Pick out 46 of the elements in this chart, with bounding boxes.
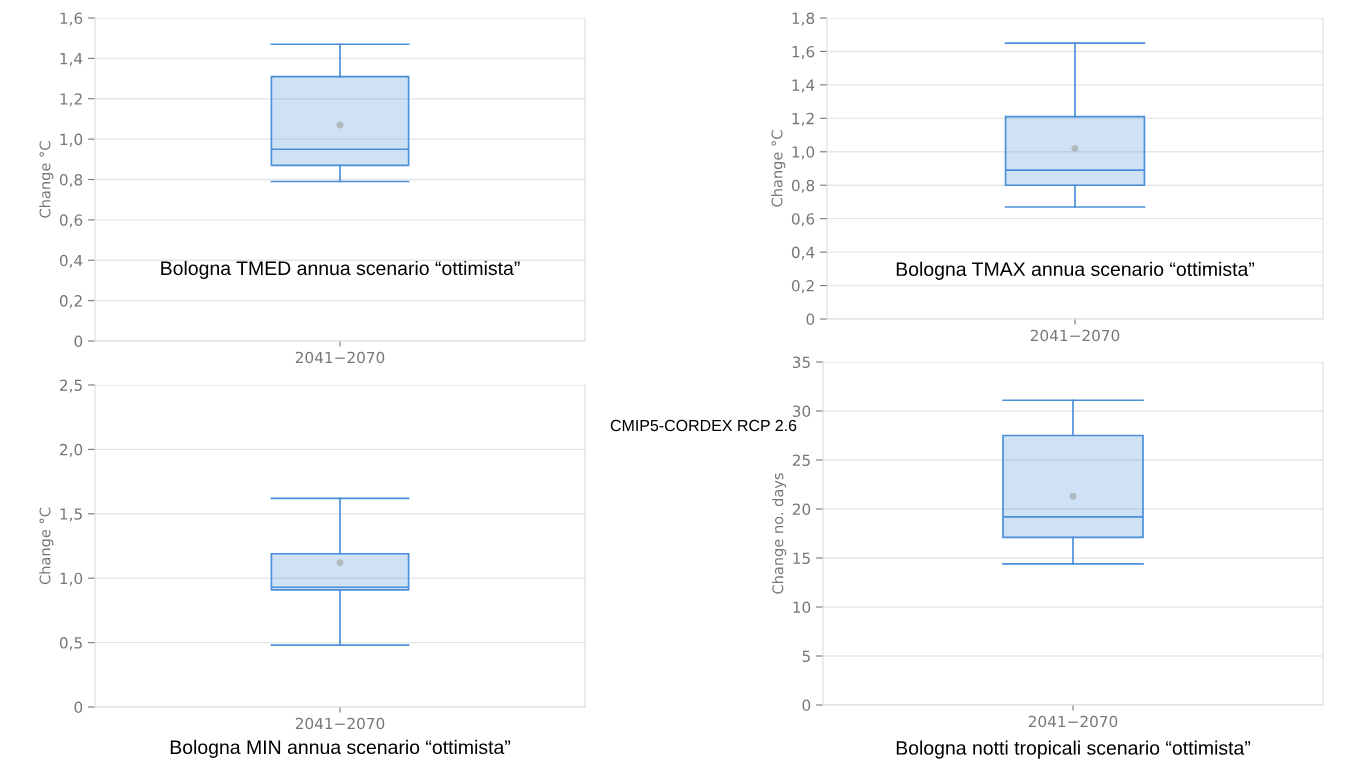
y-tick-label: 1,5 (60, 508, 82, 522)
annotation: Bologna TMAX annua scenario “ottimista” (896, 261, 1255, 280)
y-tick-label: 1,6 (792, 45, 815, 60)
y-axis-title: Change °C (39, 507, 54, 585)
y-axis-title: Change °C (39, 141, 54, 218)
y-tick-label: 1,6 (60, 12, 83, 26)
y-axis-title: Change °C (771, 130, 786, 207)
y-tick-label: 0,8 (791, 179, 815, 193)
x-tick-label: 2041−2070 (295, 351, 385, 364)
y-tick-label: 2,5 (60, 379, 82, 393)
y-tick-label: 1,2 (792, 112, 814, 126)
y-tick-label: 15 (793, 552, 810, 565)
x-tick-label: 2041−2070 (295, 717, 385, 730)
y-tick-label: 1,4 (792, 79, 815, 93)
y-axis-title: Change no. days (772, 473, 787, 594)
y-tick-label: 0,4 (59, 254, 83, 268)
y-tick-label: 2,0 (60, 443, 83, 457)
y-tick-label: 25 (792, 454, 810, 467)
y-tick-label: 0,6 (59, 214, 83, 228)
y-tick-label: 0,2 (791, 280, 814, 294)
text: CMIP5-CORDEX RCP 2.6 (610, 419, 797, 432)
y-tick-label: 0 (74, 335, 83, 348)
x-tick-label: 2041−2070 (1030, 329, 1120, 342)
y-tick-label: 1,0 (792, 146, 815, 160)
y-tick-label: 30 (792, 405, 811, 418)
y-tick-label: 1,8 (792, 12, 815, 26)
y-tick-label: 0,6 (791, 213, 815, 227)
x-tick-label: 2041−2070 (1028, 715, 1118, 728)
y-tick-label: 5 (802, 650, 810, 663)
y-tick-label: 35 (792, 356, 810, 369)
y-tick-label: 0,2 (59, 295, 82, 309)
text: Bologna notti tropicali scenario “ottimista” (896, 740, 1251, 759)
y-tick-label: 0,5 (59, 637, 82, 651)
text: Bologna MIN annua scenario “ottimista” (170, 739, 511, 758)
y-tick-label: 0 (802, 699, 811, 712)
y-tick-label: 1,2 (60, 93, 82, 107)
y-tick-label: 0 (806, 313, 815, 326)
y-tick-label: 0,8 (59, 173, 83, 188)
y-tick-label: 0,4 (791, 246, 815, 260)
annotation: Bologna TMED annua scenario “ottimista” (161, 260, 520, 279)
y-tick-label: 1,4 (60, 53, 83, 66)
y-tick-label: 1,0 (60, 572, 83, 586)
y-tick-label: 1,0 (60, 133, 83, 147)
y-tick-label: 0 (74, 701, 83, 714)
y-tick-label: 20 (792, 503, 811, 516)
y-tick-label: 10 (793, 601, 811, 614)
